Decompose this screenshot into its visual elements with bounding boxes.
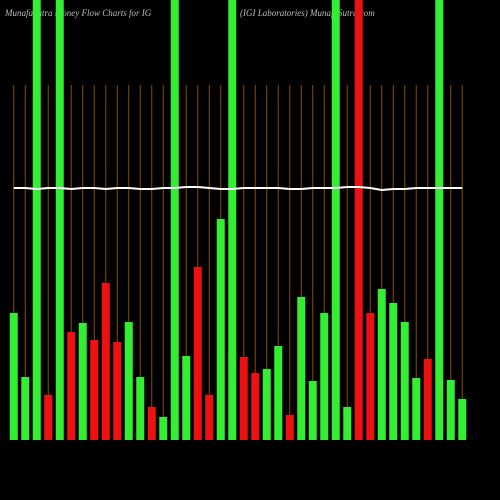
bar <box>124 322 133 440</box>
bar <box>262 369 271 440</box>
chart-subtitle: (IGI Laboratories) MunafaSutra.com <box>240 8 375 18</box>
bar <box>170 0 179 440</box>
bar <box>251 373 260 440</box>
bar <box>343 407 352 440</box>
bar <box>297 297 306 440</box>
bar <box>412 378 421 440</box>
bar <box>78 323 87 440</box>
bar <box>239 357 248 440</box>
bar <box>113 342 122 440</box>
bar <box>55 0 64 440</box>
bar <box>458 399 467 440</box>
bar <box>205 395 214 440</box>
flow-line <box>13 186 463 192</box>
bar <box>90 340 99 440</box>
bar <box>67 332 76 440</box>
bar <box>274 346 283 440</box>
bar <box>159 417 168 440</box>
bar <box>136 377 145 440</box>
bar <box>389 303 398 440</box>
bar <box>228 0 237 440</box>
bar <box>354 0 363 440</box>
bar <box>216 219 225 440</box>
bar <box>193 267 202 440</box>
bar <box>446 380 455 440</box>
chart-title: MunafaSutra Money Flow Charts for IG <box>4 8 152 18</box>
bar <box>423 359 432 440</box>
bar <box>377 289 386 440</box>
bar <box>32 0 41 440</box>
bar <box>331 0 340 440</box>
bar <box>21 377 30 440</box>
bar <box>101 283 110 440</box>
bar <box>9 313 18 440</box>
bar <box>400 322 409 440</box>
bar <box>320 313 329 440</box>
bar <box>366 313 375 440</box>
bar <box>182 356 191 440</box>
bar <box>147 407 156 440</box>
bar <box>435 0 444 440</box>
bar <box>285 415 294 440</box>
bar <box>44 395 53 440</box>
bar <box>308 381 317 440</box>
